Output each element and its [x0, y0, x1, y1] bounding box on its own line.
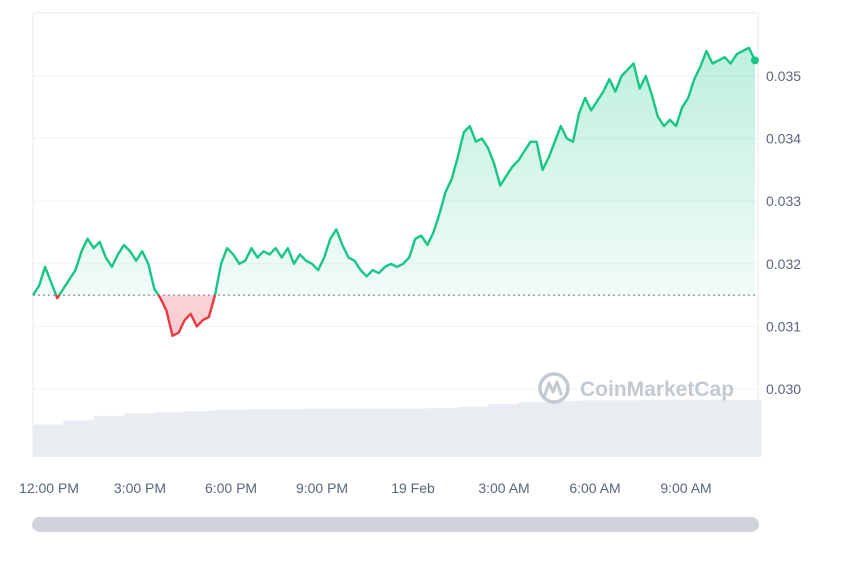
- volume-bar: [488, 403, 519, 457]
- area-fills: [33, 47, 755, 336]
- plot-frame: [32, 12, 759, 457]
- volume-bar: [397, 408, 428, 457]
- x-axis-ticks: 12:00 PM 3:00 PM 6:00 PM 9:00 PM 19 Feb 3:00 …: [19, 480, 712, 496]
- y-axis-ticks: 0.030 0.031 0.032 0.033 0.034 0.035: [766, 68, 801, 397]
- x-tick-label: 3:00 AM: [478, 480, 529, 496]
- area-fill-below-baseline: [56, 295, 215, 336]
- volume-bar: [93, 415, 125, 457]
- volume-bar: [579, 400, 610, 457]
- volume-bar: [639, 399, 671, 457]
- last-price-marker: [750, 56, 759, 65]
- volume-bar: [245, 409, 277, 457]
- volume-bar: [457, 406, 489, 457]
- volume-bar: [275, 409, 307, 457]
- volume-bar: [670, 399, 701, 457]
- y-tick-label: 0.033: [766, 193, 801, 209]
- volume-bar: [609, 400, 641, 457]
- watermark-text: CoinMarketCap: [580, 378, 734, 401]
- volume-bar: [306, 408, 337, 457]
- volume-bar: [33, 424, 64, 457]
- x-tick-label: 19 Feb: [391, 480, 435, 496]
- y-tick-label: 0.035: [766, 68, 801, 84]
- volume-bar: [215, 409, 246, 457]
- volume-bar: [366, 408, 398, 457]
- horizontal-scrollbar[interactable]: [32, 517, 759, 532]
- x-tick-label: 3:00 PM: [114, 480, 166, 496]
- volume-bar: [63, 420, 95, 457]
- price-line-above-baseline: [31, 46, 757, 296]
- volume-bar: [730, 399, 762, 457]
- watermark: CoinMarketCap: [538, 372, 734, 404]
- y-tick-label: 0.030: [766, 381, 801, 397]
- last-price-dot: [750, 56, 759, 65]
- volume-bars: [33, 399, 762, 457]
- volume-bar: [548, 400, 580, 457]
- volume-bar: [518, 402, 550, 457]
- x-tick-label: 9:00 AM: [660, 480, 711, 496]
- scrollbar-thumb[interactable]: [32, 517, 759, 532]
- price-line: [31, 46, 757, 337]
- y-tick-label: 0.031: [766, 318, 801, 334]
- volume-bar: [336, 408, 368, 457]
- x-tick-label: 12:00 PM: [19, 480, 79, 496]
- volume-bar: [184, 410, 216, 457]
- volume-bar: [427, 408, 459, 457]
- x-tick-label: 6:00 AM: [569, 480, 620, 496]
- y-tick-label: 0.034: [766, 131, 801, 147]
- y-tick-label: 0.032: [766, 256, 801, 272]
- volume-bar: [154, 412, 186, 457]
- area-fill-above-baseline: [33, 47, 755, 296]
- coinmarketcap-logo-icon: [538, 372, 570, 404]
- x-tick-label: 6:00 PM: [205, 480, 257, 496]
- x-tick-label: 9:00 PM: [296, 480, 348, 496]
- volume-bar: [124, 413, 155, 457]
- volume-bar: [700, 399, 732, 457]
